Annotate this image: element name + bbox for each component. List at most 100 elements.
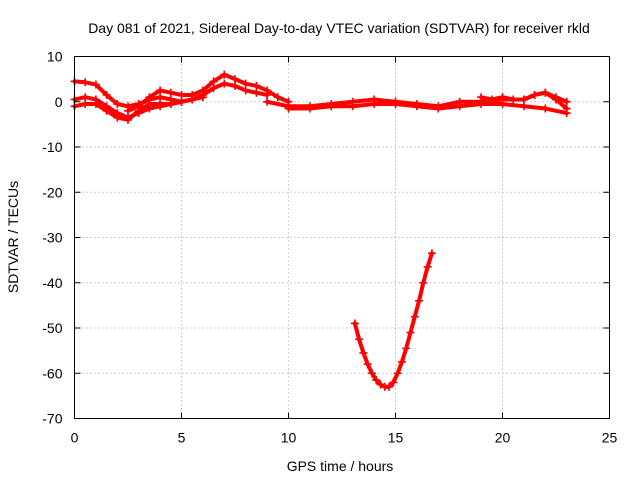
data-point: [477, 100, 486, 109]
data-point: [263, 97, 272, 106]
data-point: [562, 109, 571, 118]
data-point: [487, 95, 496, 104]
y-tick-label: 0: [55, 94, 63, 110]
data-point: [389, 378, 398, 387]
data-point: [530, 90, 539, 99]
data-point: [541, 104, 550, 113]
data-point: [241, 79, 250, 88]
data-point: [220, 79, 229, 88]
x-tick-label: 25: [602, 430, 618, 446]
y-tick-label: -60: [42, 365, 62, 381]
data-point: [124, 115, 132, 124]
data-point: [363, 360, 372, 369]
x-tick-label: 0: [71, 430, 79, 446]
series-track-f: [284, 100, 571, 118]
data-point: [552, 93, 560, 102]
x-axis-label: GPS time / hours: [287, 458, 394, 474]
y-tick-label: -70: [42, 411, 62, 427]
data-point: [231, 81, 239, 90]
data-point: [113, 100, 122, 109]
data-point: [81, 100, 90, 109]
y-tick-label: 10: [47, 49, 63, 65]
data-point: [359, 348, 368, 357]
data-point: [391, 100, 400, 109]
data-point: [419, 278, 428, 287]
data-point: [91, 80, 100, 89]
series-line: [126, 72, 291, 113]
data-point: [177, 90, 186, 99]
data-point: [509, 95, 518, 104]
data-point: [385, 382, 394, 391]
data-point: [367, 369, 376, 378]
data-point: [156, 93, 165, 102]
data-point: [305, 104, 314, 113]
data-point: [263, 86, 272, 95]
series-line: [352, 251, 434, 389]
data-point: [81, 93, 90, 102]
data-point: [455, 102, 464, 111]
data-point: [410, 312, 419, 321]
x-tick-label: 15: [388, 430, 404, 446]
data-point: [231, 75, 239, 84]
data-point: [188, 90, 197, 99]
data-point: [273, 93, 282, 102]
data-point: [397, 357, 406, 366]
y-tick-label: -50: [42, 320, 62, 336]
axis-layer: 0 5 10 15 20 25 10 0 -10 -20 -30 -40 -50 -60 -70: [42, 49, 617, 446]
data-point: [81, 78, 90, 87]
series-layer: [70, 70, 571, 391]
data-point: [145, 93, 154, 102]
data-point: [209, 84, 218, 93]
data-point: [541, 88, 550, 97]
data-point: [427, 249, 436, 258]
y-tick-label: -40: [42, 275, 62, 291]
data-point: [350, 319, 359, 328]
data-point: [562, 97, 571, 106]
data-point: [415, 296, 424, 305]
data-point: [406, 328, 415, 337]
data-point: [412, 102, 421, 111]
data-point: [402, 344, 411, 353]
data-point: [372, 376, 381, 385]
data-point: [145, 100, 154, 109]
data-point: [355, 335, 364, 344]
data-point: [498, 100, 507, 109]
data-point: [477, 93, 486, 102]
data-point: [198, 86, 207, 95]
data-point: [91, 100, 100, 109]
data-point: [376, 380, 385, 389]
data-point: [220, 70, 229, 79]
grid-layer: [74, 56, 610, 419]
data-point: [423, 262, 432, 271]
data-point: [177, 97, 186, 106]
chart-title: Day 081 of 2021, Sidereal Day-to-day VTE…: [88, 20, 590, 36]
plot-frame: [74, 56, 610, 419]
x-tick-label: 10: [281, 430, 297, 446]
data-point: [156, 100, 165, 109]
data-point: [434, 104, 443, 113]
data-point: [241, 86, 250, 95]
data-point: [498, 93, 507, 102]
data-point: [370, 100, 379, 109]
data-point: [519, 102, 528, 111]
data-point: [519, 95, 528, 104]
data-point: [252, 81, 261, 90]
x-tick-label: 5: [178, 430, 186, 446]
data-point: [113, 113, 122, 122]
series-track-c: [70, 93, 207, 124]
y-axis-label: SDTVAR / TECUs: [5, 181, 21, 293]
data-point: [198, 93, 207, 102]
series-track-d: [124, 70, 293, 115]
data-point: [166, 100, 175, 109]
data-point: [348, 102, 357, 111]
data-point: [124, 106, 132, 115]
data-point: [102, 106, 111, 115]
data-point: [284, 104, 293, 113]
data-point: [393, 369, 402, 378]
data-point: [252, 88, 261, 97]
y-tick-label: -10: [42, 139, 62, 155]
data-point: [327, 102, 336, 111]
data-point: [102, 90, 111, 99]
x-tick-label: 20: [495, 430, 511, 446]
